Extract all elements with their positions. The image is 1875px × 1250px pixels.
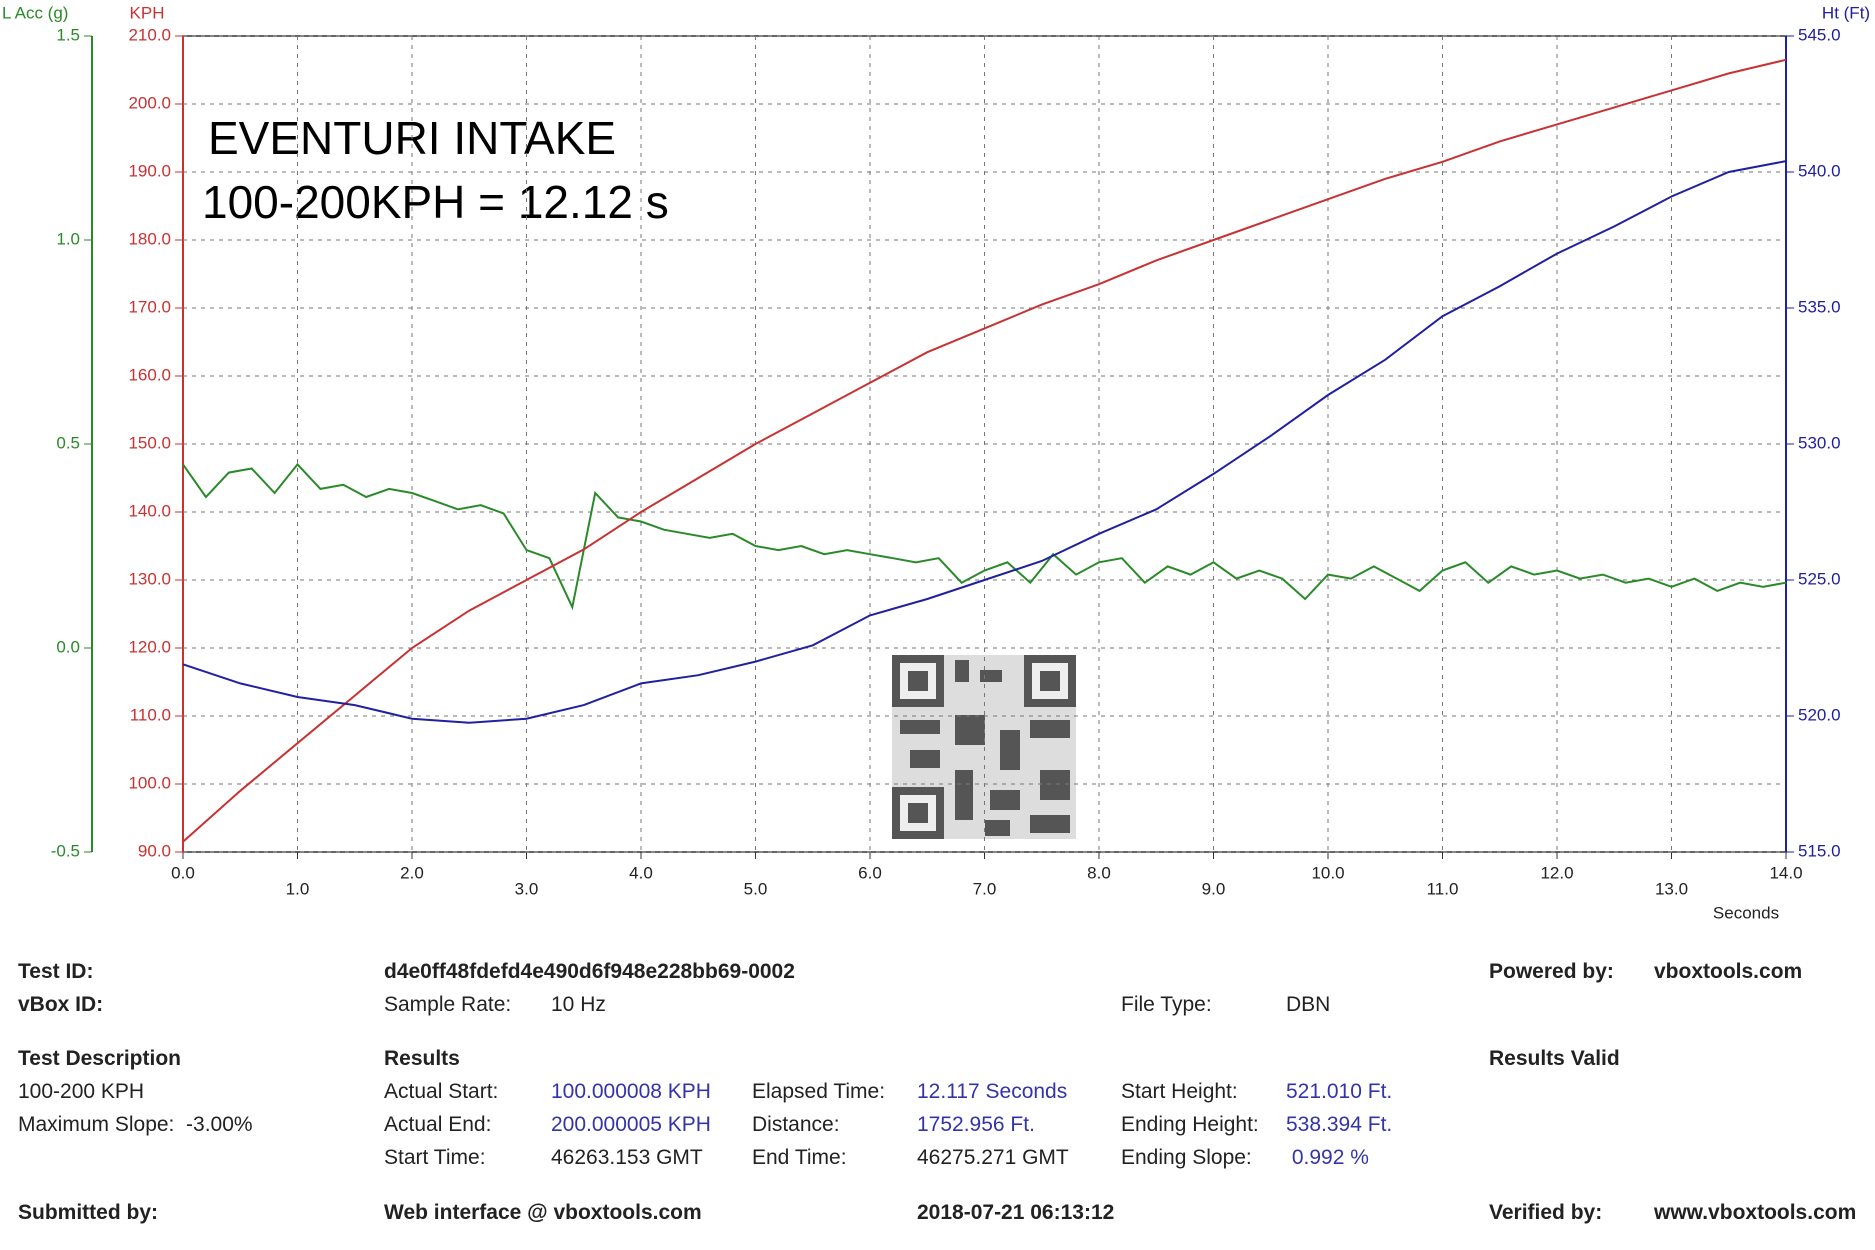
y-tick-label: 0.0: [56, 637, 80, 656]
y-tick-label: 90.0: [138, 841, 171, 860]
x-tick-label: 5.0: [744, 879, 768, 898]
series-line: [182, 462, 1787, 611]
chart: EVENTURI INTAKE 100-200KPH = 12.12 s Sec…: [2, 3, 1870, 922]
y-tick-label: 535.0: [1798, 297, 1841, 316]
label: Submitted by:: [18, 1201, 158, 1224]
y-tick-label: 130.0: [128, 569, 171, 588]
y-tick-label: 525.0: [1798, 569, 1841, 588]
value: 46275.271 GMT: [917, 1146, 1069, 1169]
value: 538.394 Ft.: [1286, 1113, 1393, 1136]
x-tick-label: 11.0: [1427, 879, 1459, 898]
value: d4e0ff48fdefd4e490d6f948e228bb69-0002: [384, 960, 795, 983]
y-tick-label: -0.5: [51, 841, 80, 860]
value: 10 Hz: [551, 993, 606, 1016]
x-tick-label: 14.0: [1769, 863, 1802, 882]
value: vboxtools.com: [1654, 960, 1803, 983]
label: Ending Height:: [1121, 1113, 1259, 1136]
y-tick-label: 530.0: [1798, 433, 1841, 452]
x-tick-label: 6.0: [858, 863, 882, 882]
y-axis-title: Ht (Ft): [1822, 3, 1870, 22]
value: Web interface @ vboxtools.com: [384, 1201, 702, 1224]
y-tick-label: 210.0: [128, 25, 171, 44]
y-tick-label: 100.0: [128, 773, 171, 792]
x-tick-label: 7.0: [973, 879, 997, 898]
label: Actual Start:: [384, 1080, 499, 1103]
x-tick-label: 1.0: [286, 879, 310, 898]
label: Results Valid: [1489, 1047, 1620, 1070]
label: Elapsed Time:: [752, 1080, 886, 1103]
value: 521.010 Ft.: [1286, 1080, 1393, 1103]
label: Verified by:: [1489, 1201, 1603, 1224]
label: Sample Rate:: [384, 993, 512, 1016]
label: End Time:: [752, 1146, 847, 1169]
y-tick-label: 180.0: [128, 229, 171, 248]
y-tick-label: 1.0: [56, 229, 80, 248]
y-axis-title: L Acc (g): [2, 3, 68, 22]
value: 46263.153 GMT: [551, 1146, 703, 1169]
x-tick-label: 0.0: [171, 863, 195, 882]
x-tick-label: 13.0: [1655, 879, 1688, 898]
y-tick-label: 540.0: [1798, 161, 1841, 180]
label: Start Height:: [1121, 1080, 1238, 1103]
value: 2018-07-21 06:13:12: [917, 1201, 1115, 1224]
x-tick-label: 12.0: [1540, 863, 1573, 882]
annotation: 100-200KPH = 12.12 s: [202, 176, 669, 228]
x-tick-label: 8.0: [1087, 863, 1111, 882]
y-tick-label: 545.0: [1798, 25, 1841, 44]
label: File Type:: [1121, 993, 1212, 1016]
value: 1752.956 Ft.: [917, 1113, 1035, 1136]
value: DBN: [1286, 993, 1331, 1016]
value: 100.000008 KPH: [551, 1080, 711, 1103]
y-tick-label: 110.0: [130, 705, 171, 724]
x-tick-label: 4.0: [629, 863, 653, 882]
label: Start Time:: [384, 1146, 486, 1169]
label: Actual End:: [384, 1113, 492, 1136]
y-tick-label: 160.0: [128, 365, 171, 384]
label: Ending Slope:: [1121, 1146, 1252, 1169]
label: Results: [384, 1047, 460, 1070]
y-tick-label: 0.5: [56, 433, 80, 452]
value: 0.992 %: [1286, 1146, 1369, 1169]
value: 100-200 KPH: [18, 1080, 145, 1103]
label: Distance:: [752, 1113, 840, 1136]
x-tick-label: 9.0: [1202, 879, 1226, 898]
x-axis-title: Seconds: [1713, 903, 1779, 922]
x-tick-label: 10.0: [1311, 863, 1344, 882]
y-tick-label: 120.0: [128, 637, 171, 656]
label: vBox ID:: [18, 993, 104, 1016]
y-tick-label: 150.0: [128, 433, 171, 452]
value: Maximum Slope: -3.00%: [18, 1113, 253, 1136]
series-line: [182, 58, 1787, 843]
y-axis-title: KPH: [130, 3, 165, 22]
y-tick-label: 140.0: [128, 501, 171, 520]
value: www.vboxtools.com: [1654, 1201, 1857, 1224]
label: Test Description: [18, 1047, 181, 1070]
x-tick-label: 2.0: [400, 863, 424, 882]
y-tick-label: 515.0: [1798, 841, 1841, 860]
series-line: [182, 160, 1787, 724]
value: 12.117 Seconds: [917, 1080, 1068, 1103]
label: Test ID:: [18, 960, 94, 983]
y-tick-label: 520.0: [1798, 705, 1841, 724]
label: Powered by:: [1489, 960, 1614, 983]
y-tick-label: 170.0: [128, 297, 171, 316]
y-tick-label: 200.0: [128, 93, 171, 112]
x-tick-label: 3.0: [515, 879, 539, 898]
y-tick-label: 190.0: [128, 161, 171, 180]
y-tick-label: 1.5: [56, 25, 80, 44]
value: 200.000005 KPH: [551, 1113, 711, 1136]
